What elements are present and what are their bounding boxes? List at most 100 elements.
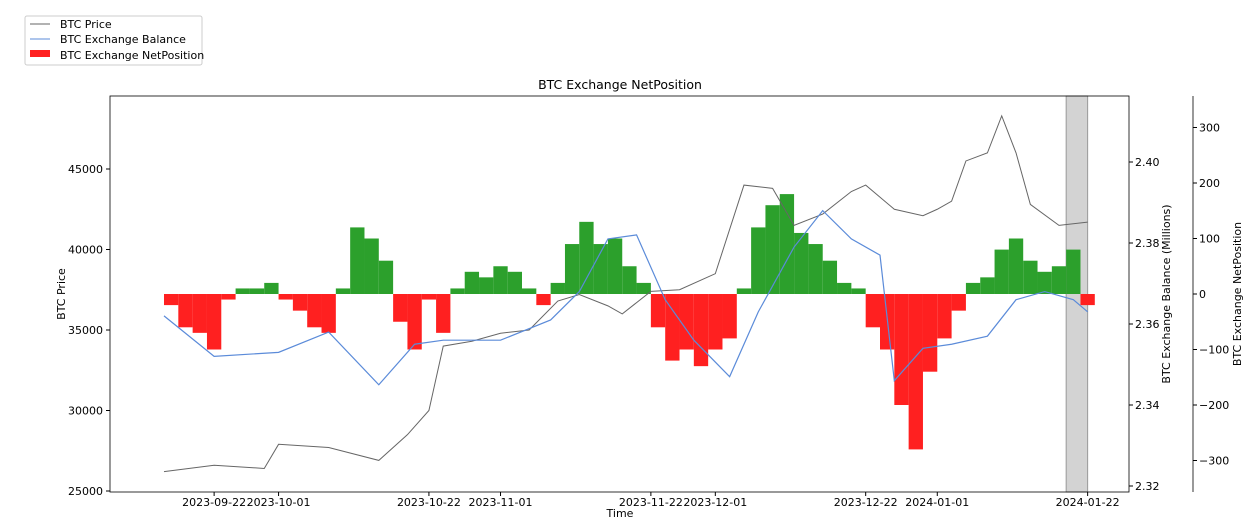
netposition-bar xyxy=(378,260,394,294)
x-tick-label: 2023-11-22 xyxy=(619,496,683,509)
netposition-bar xyxy=(536,294,551,306)
netposition-bar xyxy=(235,288,250,294)
netposition-bar xyxy=(851,288,866,294)
net-tick-label: −100 xyxy=(1199,344,1229,357)
balance-tick-label: 2.36 xyxy=(1135,318,1160,331)
price-tick-label: 30000 xyxy=(68,405,103,418)
balance-line xyxy=(163,209,1089,386)
balance-tick-label: 2.38 xyxy=(1135,237,1160,250)
netposition-bar xyxy=(607,238,623,294)
netposition-bar xyxy=(264,282,279,294)
netposition-bar xyxy=(937,294,952,339)
netposition-bar xyxy=(1051,266,1067,294)
netposition-bar xyxy=(479,277,494,294)
netposition-bar xyxy=(493,266,508,294)
netposition-bars xyxy=(164,194,1095,450)
netposition-bar xyxy=(178,294,193,328)
netposition-bar xyxy=(421,294,437,300)
netposition-bar xyxy=(192,294,207,333)
y-right2-label: BTC Exchange NetPosition xyxy=(1231,222,1244,366)
netposition-bar xyxy=(350,227,365,294)
netposition-bar xyxy=(307,294,322,328)
netposition-bar xyxy=(794,232,809,294)
x-tick-label: 2023-10-01 xyxy=(247,496,311,509)
net-tick-label: 0 xyxy=(1199,288,1206,301)
legend-netposition: BTC Exchange NetPosition xyxy=(60,49,204,62)
netposition-bar xyxy=(335,288,351,294)
netposition-bar xyxy=(1066,249,1081,294)
balance-tick-label: 2.34 xyxy=(1135,399,1160,412)
netposition-bar xyxy=(1080,294,1095,306)
netposition-bar xyxy=(951,294,966,311)
netposition-bar xyxy=(550,282,565,294)
netposition-bar xyxy=(622,266,637,294)
netposition-bar xyxy=(822,260,838,294)
netposition-bar xyxy=(965,282,981,294)
netposition-bar xyxy=(1023,260,1038,294)
net-tick-label: 200 xyxy=(1199,177,1220,190)
netposition-bar xyxy=(636,282,651,294)
netposition-bar xyxy=(436,294,451,333)
netposition-bar xyxy=(837,282,852,294)
netposition-bar xyxy=(522,288,537,294)
netposition-bar xyxy=(164,294,179,306)
netposition-bar xyxy=(292,294,308,311)
netposition-bar xyxy=(564,244,580,294)
netposition-bar xyxy=(751,227,766,294)
netposition-bar xyxy=(693,294,709,367)
netposition-bar xyxy=(808,244,823,294)
y-axis-label: BTC Price xyxy=(55,268,68,320)
netposition-bar xyxy=(593,244,608,294)
x-axis-label: Time xyxy=(606,507,634,520)
price-tick-label: 45000 xyxy=(68,163,103,176)
net-tick-label: −300 xyxy=(1199,455,1229,468)
y-right1-label: BTC Exchange Balance (Millions) xyxy=(1160,204,1173,383)
netposition-bar xyxy=(980,277,995,294)
price-tick-label: 40000 xyxy=(68,244,103,257)
netposition-bar xyxy=(206,294,222,350)
netposition-bar xyxy=(1037,271,1052,294)
netposition-bar xyxy=(450,288,465,294)
x-tick-label: 2024-01-01 xyxy=(905,496,969,509)
netposition-bar xyxy=(994,249,1009,294)
netposition-bar xyxy=(908,294,923,450)
chart-title: BTC Exchange NetPosition xyxy=(538,77,702,92)
price-tick-label: 25000 xyxy=(68,485,103,498)
netposition-bar xyxy=(894,294,909,405)
netposition-bar xyxy=(736,288,752,294)
net-tick-label: −200 xyxy=(1199,399,1229,412)
price-line xyxy=(163,114,1088,473)
netposition-bar xyxy=(679,294,694,350)
netposition-bar xyxy=(708,294,723,350)
x-tick-label: 2023-09-22 xyxy=(182,496,246,509)
price-tick-label: 35000 xyxy=(68,324,103,337)
netposition-bar xyxy=(221,294,236,300)
netposition-bar xyxy=(393,294,408,322)
netposition-bar xyxy=(579,221,594,294)
netposition-bar xyxy=(865,294,880,328)
netposition-bar xyxy=(665,294,680,361)
legend: BTC Price BTC Exchange Balance BTC Excha… xyxy=(24,15,204,66)
netposition-bar xyxy=(722,294,737,339)
balance-tick-label: 2.32 xyxy=(1135,480,1160,493)
netposition-bar xyxy=(407,294,422,350)
netposition-bar xyxy=(765,205,780,294)
legend-balance: BTC Exchange Balance xyxy=(60,33,186,46)
netposition-bar xyxy=(249,288,265,294)
legend-price: BTC Price xyxy=(60,18,112,31)
netposition-bar xyxy=(507,271,522,294)
netposition-bar xyxy=(278,294,293,300)
x-tick-label: 2023-12-01 xyxy=(683,496,747,509)
x-tick-label: 2024-01-22 xyxy=(1056,496,1120,509)
netposition-bar xyxy=(779,194,795,294)
net-tick-label: 100 xyxy=(1199,233,1220,246)
x-tick-label: 2023-12-22 xyxy=(834,496,898,509)
balance-tick-label: 2.40 xyxy=(1135,156,1160,169)
x-tick-label: 2023-11-01 xyxy=(469,496,533,509)
plot-frame xyxy=(109,95,1130,493)
net-tick-label: 300 xyxy=(1199,122,1220,135)
netposition-bar xyxy=(321,294,336,333)
netposition-bar xyxy=(1008,238,1024,294)
netposition-bar xyxy=(650,294,666,328)
